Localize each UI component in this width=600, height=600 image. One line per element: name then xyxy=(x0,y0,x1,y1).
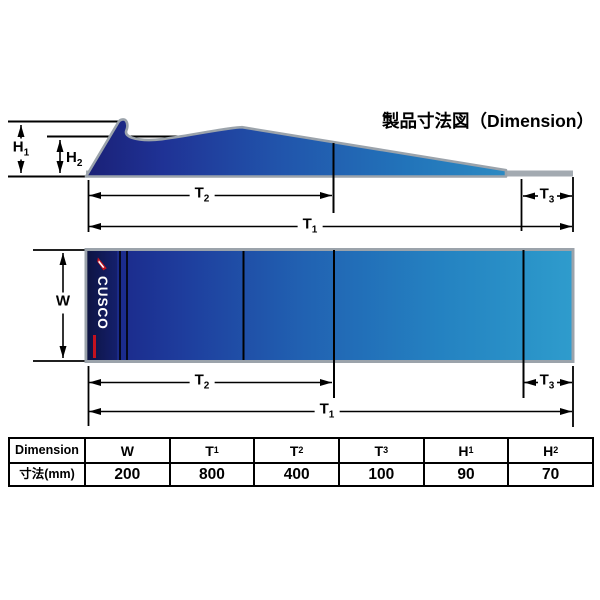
dim-label-t3-side: T3 xyxy=(539,185,555,206)
top-view-body xyxy=(84,248,575,363)
side-view xyxy=(8,118,574,232)
table-value-t3: 100 xyxy=(337,462,423,485)
dim-label-t1-top: T1 xyxy=(314,400,340,422)
table-value-t1: 800 xyxy=(168,462,254,485)
dim-label-h1: H1 xyxy=(7,138,35,160)
cusco-logo: CUSCO xyxy=(87,251,117,360)
table-row-label: 寸法(mm) xyxy=(10,462,84,485)
dim-label-w: W xyxy=(50,292,76,314)
table-value-w: 200 xyxy=(84,462,169,485)
cusco-logo-rotated-strip: CUSCO xyxy=(89,254,115,358)
table-value-h2: 70 xyxy=(507,462,592,485)
figure-title: 製品寸法図（Dimension） xyxy=(382,111,594,131)
side-profile-shape xyxy=(84,118,508,178)
dim-label-t3-top: T3 xyxy=(539,371,555,392)
dim-label-h2: H2 xyxy=(66,149,83,169)
table-value-h1: 90 xyxy=(422,462,508,485)
table-value-t2: 400 xyxy=(253,462,338,485)
brand-name: CUSCO xyxy=(94,275,110,330)
table-header-w: W xyxy=(84,439,169,462)
table-header-dimension: Dimension xyxy=(15,443,79,458)
top-view xyxy=(33,248,575,427)
dim-label-t2-top: T2 xyxy=(189,371,215,393)
dim-label-t1-side: T1 xyxy=(297,215,323,237)
brand-tagline-bar xyxy=(93,334,96,358)
cusco-logo-mark-icon xyxy=(97,256,107,270)
dim-label-t2-side: T2 xyxy=(189,184,215,206)
